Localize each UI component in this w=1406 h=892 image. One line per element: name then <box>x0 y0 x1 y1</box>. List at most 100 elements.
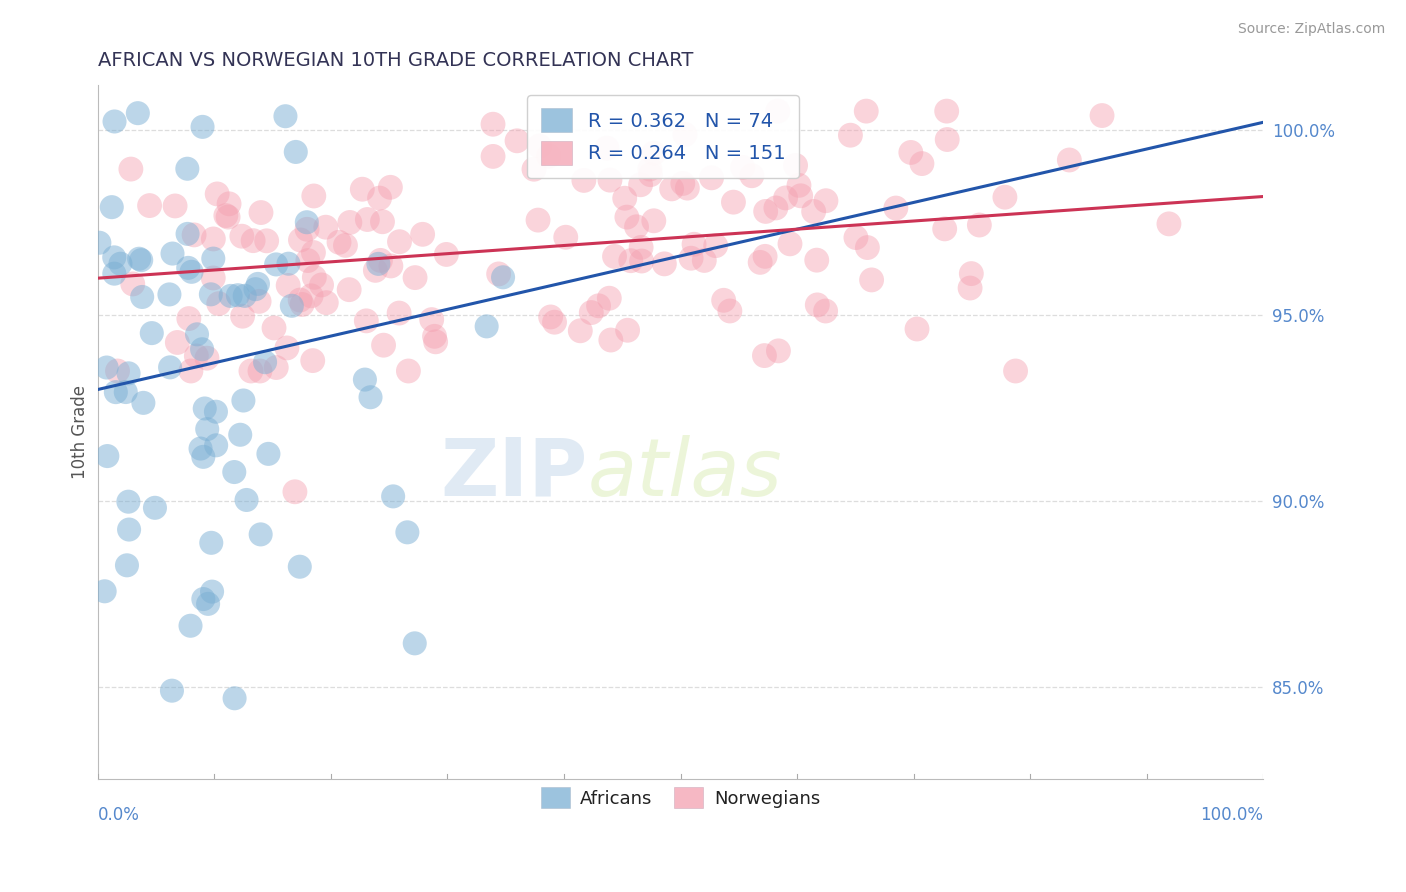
Point <box>277 278 299 293</box>
Point <box>162 246 184 260</box>
Point <box>254 355 277 369</box>
Point <box>297 253 319 268</box>
Point <box>205 186 228 201</box>
Point <box>765 201 787 215</box>
Point <box>527 213 550 227</box>
Point <box>420 312 443 326</box>
Point <box>291 297 314 311</box>
Point <box>226 288 249 302</box>
Point <box>537 149 560 163</box>
Point <box>131 290 153 304</box>
Point <box>276 341 298 355</box>
Text: ZIP: ZIP <box>440 435 588 513</box>
Point <box>839 128 862 143</box>
Point <box>245 282 267 296</box>
Point <box>506 134 529 148</box>
Point <box>200 536 222 550</box>
Point <box>143 500 166 515</box>
Point <box>613 191 636 205</box>
Point <box>315 220 337 235</box>
Point <box>127 106 149 120</box>
Point <box>700 170 723 185</box>
Point <box>100 200 122 214</box>
Point <box>754 249 776 263</box>
Point <box>200 287 222 301</box>
Point <box>423 329 446 343</box>
Point <box>860 273 883 287</box>
Point <box>779 236 801 251</box>
Point <box>554 230 576 244</box>
Point <box>256 234 278 248</box>
Point <box>596 141 619 155</box>
Point <box>412 227 434 242</box>
Point <box>232 393 254 408</box>
Point <box>356 314 378 328</box>
Point <box>193 450 215 464</box>
Point <box>643 214 665 228</box>
Point <box>370 253 392 268</box>
Point <box>900 145 922 160</box>
Point <box>121 277 143 291</box>
Point <box>246 277 269 291</box>
Point <box>219 289 242 303</box>
Point <box>186 349 208 363</box>
Point <box>814 304 837 318</box>
Point <box>475 319 498 334</box>
Point <box>693 253 716 268</box>
Point <box>202 232 225 246</box>
Point <box>367 257 389 271</box>
Point <box>165 199 187 213</box>
Point <box>295 222 318 236</box>
Point <box>616 323 638 337</box>
Point <box>290 233 312 247</box>
Point <box>523 162 546 177</box>
Point <box>132 396 155 410</box>
Point <box>599 173 621 187</box>
Point <box>806 253 828 268</box>
Point <box>661 182 683 196</box>
Point <box>588 299 610 313</box>
Point <box>529 139 551 153</box>
Point <box>845 230 868 244</box>
Point <box>195 351 218 366</box>
Text: 0.0%: 0.0% <box>97 805 139 823</box>
Point <box>994 190 1017 204</box>
Point <box>233 289 256 303</box>
Point <box>288 293 311 307</box>
Point <box>257 447 280 461</box>
Point <box>224 691 246 706</box>
Point <box>129 253 152 268</box>
Text: atlas: atlas <box>588 435 782 513</box>
Point <box>249 364 271 378</box>
Point <box>250 205 273 219</box>
Point <box>775 191 797 205</box>
Point <box>337 283 360 297</box>
Point <box>749 255 772 269</box>
Point <box>354 373 377 387</box>
Point <box>569 324 592 338</box>
Point <box>104 385 127 400</box>
Point <box>1059 153 1081 167</box>
Point <box>176 161 198 176</box>
Point <box>160 683 183 698</box>
Point <box>388 235 411 249</box>
Point <box>202 271 225 285</box>
Point <box>177 311 200 326</box>
Point <box>905 322 928 336</box>
Point <box>264 360 287 375</box>
Point <box>396 364 419 378</box>
Point <box>373 338 395 352</box>
Point <box>935 104 957 119</box>
Point <box>704 238 727 252</box>
Point <box>284 484 307 499</box>
Point <box>180 364 202 378</box>
Point <box>177 260 200 275</box>
Point <box>224 465 246 479</box>
Point <box>205 405 228 419</box>
Point <box>638 161 661 176</box>
Point <box>1004 364 1026 378</box>
Point <box>107 364 129 378</box>
Y-axis label: 10th Grade: 10th Grade <box>72 385 89 479</box>
Point <box>755 204 778 219</box>
Point <box>626 219 648 234</box>
